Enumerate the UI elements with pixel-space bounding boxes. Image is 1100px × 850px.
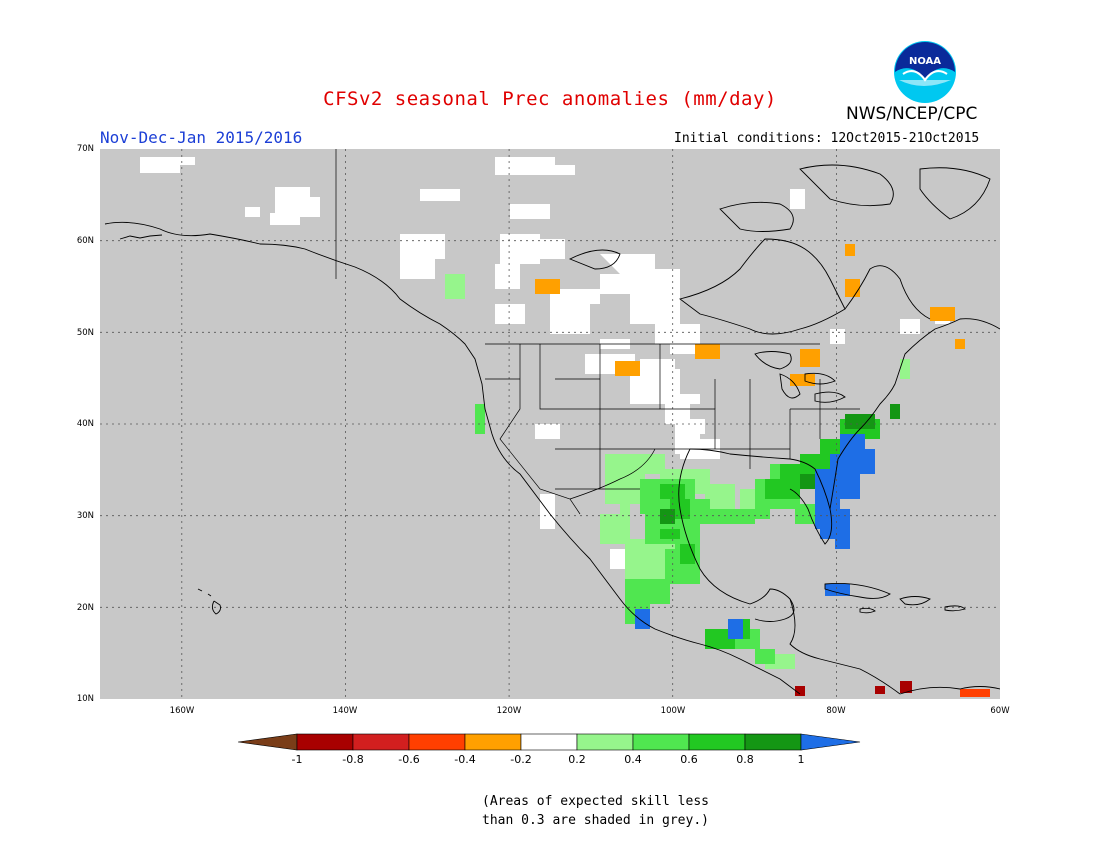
lat-label: 60N <box>76 236 94 246</box>
initial-conditions: Initial conditions: 12Oct2015-21Oct2015 <box>674 131 980 146</box>
colorbar-tick: -0.8 <box>342 753 364 766</box>
political-borders <box>335 149 860 515</box>
colorbar-segment <box>238 733 298 751</box>
colorbar-segment <box>520 733 578 751</box>
lat-label: 70N <box>76 144 94 154</box>
colorbar-segment <box>352 733 410 751</box>
colorbar-tick: -0.2 <box>510 753 532 766</box>
lon-label: 60W <box>990 706 1010 716</box>
lat-label: 20N <box>76 603 94 613</box>
colorbar-tick: 0.2 <box>568 753 586 766</box>
lon-label: 100W <box>660 706 686 716</box>
wet-anomaly-areas-light <box>445 274 910 669</box>
forecast-period: Nov-Dec-Jan 2015/2016 <box>100 128 303 147</box>
colorbar-segment <box>800 733 861 751</box>
lon-label: 120W <box>496 706 522 716</box>
colorbar-segment <box>688 733 746 751</box>
lat-label: 50N <box>76 328 94 338</box>
colorbar-tick: 1 <box>797 753 805 766</box>
colorbar-tick: -0.6 <box>398 753 420 766</box>
colorbar-tick: 0.8 <box>736 753 754 766</box>
colorbar-segment <box>408 733 466 751</box>
dry-anomaly-areas-moderate <box>960 689 990 697</box>
dry-anomaly-areas-strong <box>795 681 912 696</box>
colorbar-segment <box>632 733 690 751</box>
agency-label: NWS/NCEP/CPC <box>846 104 978 124</box>
precip-anomaly-map <box>100 149 1000 699</box>
colorbar-tick: -1 <box>291 753 303 766</box>
noaa-logo: NOAA <box>893 40 957 104</box>
near-normal-areas <box>140 157 950 569</box>
colorbar-segment <box>296 733 354 751</box>
skill-note-line1: (Areas of expected skill less <box>482 794 709 809</box>
lon-label: 140W <box>332 706 358 716</box>
colorbar-tick: 0.6 <box>680 753 698 766</box>
lon-label: 160W <box>169 706 195 716</box>
lat-label: 40N <box>76 419 94 429</box>
coastlines <box>104 164 1000 695</box>
colorbar-segment <box>744 733 802 751</box>
map-title: CFSv2 seasonal Prec anomalies (mm/day) <box>323 88 777 110</box>
dry-anomaly-areas <box>535 244 965 386</box>
lat-label: 30N <box>76 511 94 521</box>
lon-label: 80W <box>826 706 846 716</box>
lat-label: 10N <box>76 694 94 704</box>
colorbar-tick: 0.4 <box>624 753 642 766</box>
colorbar-tick: -0.4 <box>454 753 476 766</box>
colorbar-segment <box>576 733 634 751</box>
colorbar-segment <box>464 733 522 751</box>
colorbar <box>238 733 861 751</box>
graticule <box>100 149 1000 699</box>
svg-text:NOAA: NOAA <box>909 56 941 67</box>
skill-note-line2: than 0.3 are shaded in grey.) <box>482 813 709 828</box>
